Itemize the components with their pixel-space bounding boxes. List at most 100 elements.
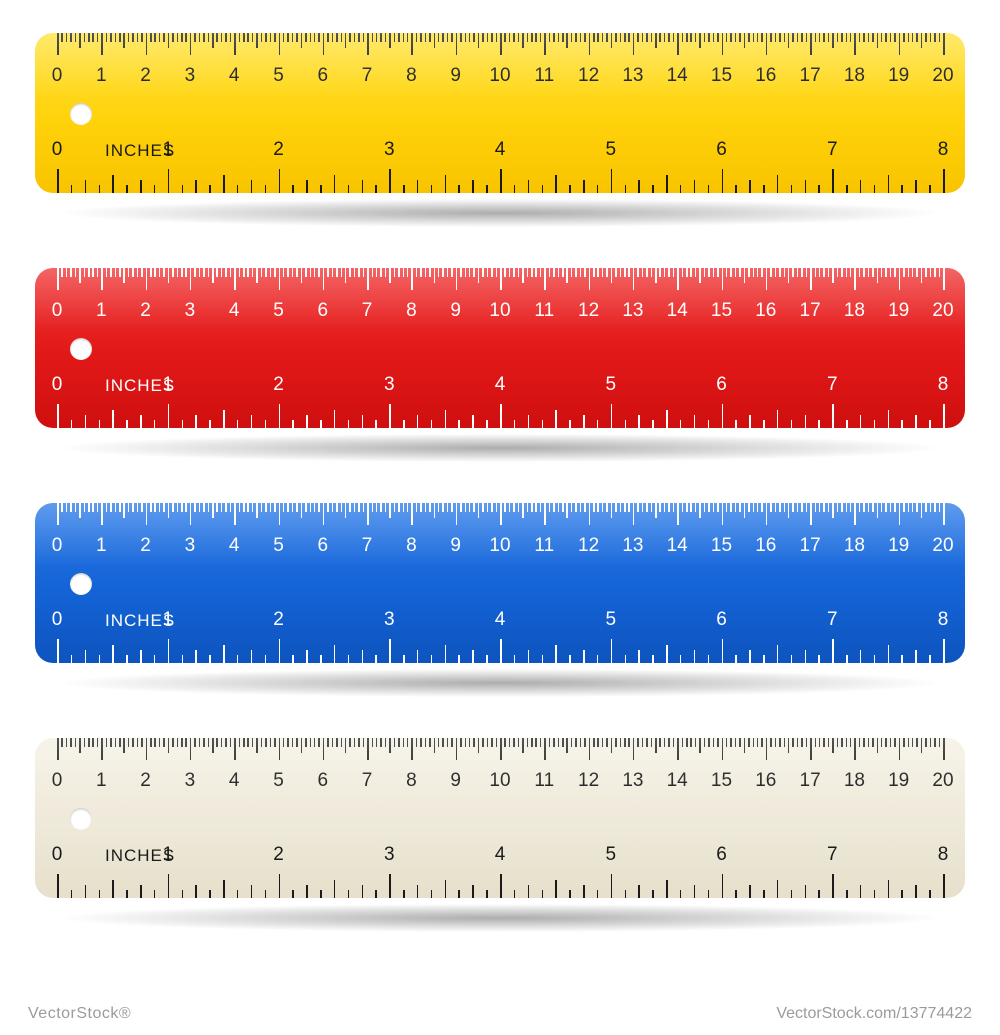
cm-labels: 01234567891011121314151617181920 (35, 65, 965, 89)
inch-label-6: 6 (716, 844, 727, 866)
inch-label-2: 2 (273, 139, 284, 161)
inch-label-4: 4 (495, 139, 506, 161)
cm-label-11: 11 (534, 770, 554, 792)
cm-label-0: 0 (52, 300, 63, 322)
cm-ticks (35, 33, 965, 63)
cm-label-6: 6 (318, 535, 329, 557)
cm-label-20: 20 (932, 65, 953, 87)
cm-label-15: 15 (711, 535, 732, 557)
inch-label-7: 7 (827, 139, 838, 161)
inch-label-8: 8 (938, 844, 949, 866)
cm-label-12: 12 (578, 770, 599, 792)
cm-label-1: 1 (96, 535, 107, 557)
cm-label-2: 2 (140, 770, 151, 792)
cm-label-11: 11 (534, 535, 554, 557)
ruler-cream: 0123456789101112131415161718192001234567… (35, 738, 965, 898)
cm-label-15: 15 (711, 65, 732, 87)
cm-ticks (35, 503, 965, 533)
inch-label-7: 7 (827, 609, 838, 631)
cm-label-6: 6 (318, 300, 329, 322)
inch-label-0: 0 (52, 609, 63, 631)
cm-ticks (35, 738, 965, 768)
cm-label-17: 17 (800, 300, 821, 322)
ruler-yellow: 0123456789101112131415161718192001234567… (35, 33, 965, 193)
inch-label-7: 7 (827, 374, 838, 396)
inches-unit-label: INCHES (105, 846, 175, 866)
cm-label-18: 18 (844, 770, 865, 792)
inches-unit-label: INCHES (105, 141, 175, 161)
inch-label-8: 8 (938, 609, 949, 631)
cm-label-1: 1 (96, 300, 107, 322)
cm-label-16: 16 (755, 300, 776, 322)
cm-label-4: 4 (229, 535, 240, 557)
cm-label-9: 9 (450, 770, 461, 792)
drop-shadow (65, 199, 935, 227)
inches-unit-label: INCHES (105, 611, 175, 631)
cm-ticks (35, 268, 965, 298)
cm-label-17: 17 (800, 770, 821, 792)
cm-label-8: 8 (406, 65, 417, 87)
cm-label-12: 12 (578, 300, 599, 322)
cm-label-9: 9 (450, 65, 461, 87)
drop-shadow (65, 669, 935, 697)
cm-label-8: 8 (406, 770, 417, 792)
inch-label-5: 5 (605, 844, 616, 866)
cm-label-9: 9 (450, 300, 461, 322)
cm-labels: 01234567891011121314151617181920 (35, 300, 965, 324)
punch-hole (70, 338, 92, 360)
cm-label-6: 6 (318, 770, 329, 792)
inch-label-3: 3 (384, 609, 395, 631)
cm-label-3: 3 (185, 770, 196, 792)
cm-label-16: 16 (755, 65, 776, 87)
cm-label-4: 4 (229, 770, 240, 792)
inch-ticks (35, 398, 965, 428)
cm-label-0: 0 (52, 535, 63, 557)
cm-label-16: 16 (755, 770, 776, 792)
cm-label-7: 7 (362, 535, 373, 557)
inch-ticks (35, 163, 965, 193)
cm-label-10: 10 (489, 535, 510, 557)
cm-label-12: 12 (578, 535, 599, 557)
cm-label-1: 1 (96, 770, 107, 792)
ruler-body: 0123456789101112131415161718192001234567… (35, 503, 965, 663)
inch-label-6: 6 (716, 374, 727, 396)
inch-label-6: 6 (716, 139, 727, 161)
cm-label-9: 9 (450, 535, 461, 557)
inch-label-5: 5 (605, 374, 616, 396)
cm-label-19: 19 (888, 65, 909, 87)
cm-label-16: 16 (755, 535, 776, 557)
inch-label-6: 6 (716, 609, 727, 631)
ruler-red: 0123456789101112131415161718192001234567… (35, 268, 965, 428)
cm-label-18: 18 (844, 300, 865, 322)
cm-labels: 01234567891011121314151617181920 (35, 535, 965, 559)
inch-label-3: 3 (384, 374, 395, 396)
cm-label-14: 14 (667, 65, 688, 87)
cm-label-11: 11 (534, 65, 554, 87)
cm-label-5: 5 (273, 770, 284, 792)
cm-label-15: 15 (711, 770, 732, 792)
cm-label-10: 10 (489, 770, 510, 792)
inch-ticks (35, 633, 965, 663)
cm-label-20: 20 (932, 300, 953, 322)
cm-label-10: 10 (489, 65, 510, 87)
cm-label-19: 19 (888, 300, 909, 322)
punch-hole (70, 573, 92, 595)
cm-label-8: 8 (406, 300, 417, 322)
ruler-stage: 0123456789101112131415161718192001234567… (35, 33, 965, 973)
cm-label-17: 17 (800, 535, 821, 557)
inch-label-5: 5 (605, 609, 616, 631)
cm-label-20: 20 (932, 535, 953, 557)
cm-label-5: 5 (273, 65, 284, 87)
cm-label-2: 2 (140, 65, 151, 87)
ruler-body: 0123456789101112131415161718192001234567… (35, 268, 965, 428)
inch-label-4: 4 (495, 609, 506, 631)
cm-label-20: 20 (932, 770, 953, 792)
cm-labels: 01234567891011121314151617181920 (35, 770, 965, 794)
inch-label-0: 0 (52, 374, 63, 396)
cm-label-3: 3 (185, 300, 196, 322)
inch-label-0: 0 (52, 844, 63, 866)
drop-shadow (65, 434, 935, 462)
inch-label-5: 5 (605, 139, 616, 161)
cm-label-3: 3 (185, 535, 196, 557)
cm-label-14: 14 (667, 770, 688, 792)
